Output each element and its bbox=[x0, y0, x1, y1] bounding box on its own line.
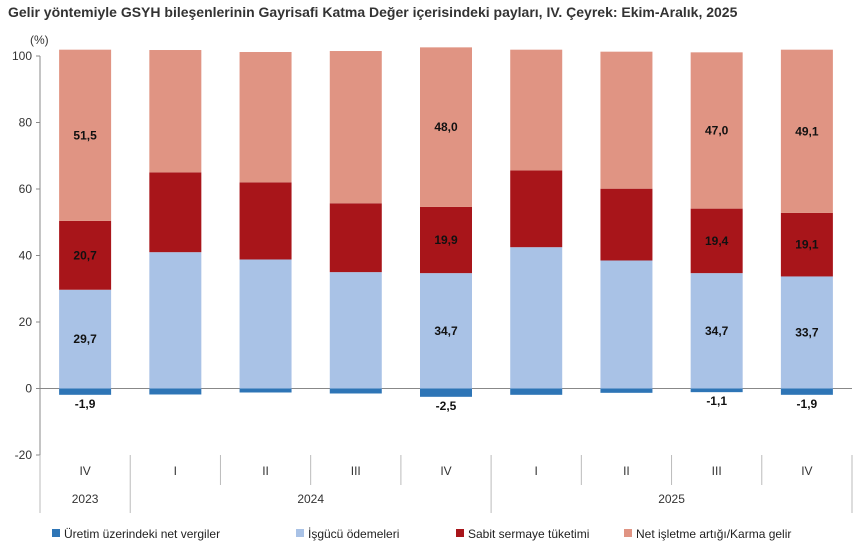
data-label: -1,9 bbox=[75, 397, 96, 411]
bar-segment bbox=[780, 49, 833, 213]
legend-swatch bbox=[624, 529, 632, 537]
data-label: 33,7 bbox=[795, 325, 819, 339]
bar-segment bbox=[59, 388, 112, 395]
bar-segment bbox=[149, 172, 202, 253]
bar-segment bbox=[690, 388, 743, 393]
bar-segment bbox=[329, 51, 382, 204]
bar-segment bbox=[329, 203, 382, 273]
bar-segment bbox=[780, 212, 833, 277]
data-label: 19,4 bbox=[705, 234, 729, 248]
bar-segment bbox=[420, 206, 472, 274]
y-tick-label: 100 bbox=[12, 49, 32, 63]
bar-segment bbox=[600, 260, 653, 389]
year-group-label: 2025 bbox=[658, 492, 685, 506]
bar-segment bbox=[149, 50, 202, 173]
bar-segment bbox=[59, 49, 112, 221]
legend-swatch bbox=[296, 529, 304, 537]
data-label: 20,7 bbox=[73, 248, 97, 262]
bar-segment bbox=[149, 388, 202, 395]
data-label: 29,7 bbox=[73, 332, 97, 346]
bar-segment bbox=[690, 273, 743, 389]
data-label: 19,9 bbox=[434, 233, 458, 247]
data-label: -1,9 bbox=[797, 397, 818, 411]
bar-segment bbox=[59, 220, 112, 290]
category-label: II bbox=[262, 464, 269, 478]
chart-title: Gelir yöntemiyle GSYH bileşenlerinin Gay… bbox=[8, 4, 738, 20]
data-label: -1,1 bbox=[706, 394, 727, 408]
legend-label: İşgücü ödemeleri bbox=[308, 527, 399, 541]
category-label: IV bbox=[79, 464, 90, 478]
category-label: IV bbox=[801, 464, 812, 478]
bar-segment bbox=[780, 388, 833, 395]
y-axis-unit-label: (%) bbox=[30, 33, 49, 47]
bars bbox=[59, 47, 833, 397]
year-group-label: 2024 bbox=[297, 492, 324, 506]
legend-label: Üretim üzerindeki net vergiler bbox=[64, 527, 220, 541]
data-label: 51,5 bbox=[73, 128, 97, 142]
y-tick-label: 0 bbox=[25, 382, 32, 396]
bar-segment bbox=[510, 247, 563, 389]
y-tick-label: -20 bbox=[15, 448, 33, 462]
legend-swatch bbox=[52, 529, 60, 537]
y-tick-label: 20 bbox=[19, 315, 33, 329]
data-labels: -1,9 29,7 20,7 51,5 -2,5 34,7 19,9 48,0 -1,1 34,7… bbox=[73, 120, 818, 413]
bar-segment bbox=[239, 52, 292, 183]
bar-segment bbox=[420, 273, 472, 389]
bar-segment bbox=[600, 388, 653, 393]
bar-segment bbox=[690, 208, 743, 274]
bar-segment bbox=[600, 51, 653, 189]
bar-segment bbox=[149, 252, 202, 389]
bar-segment bbox=[600, 188, 653, 261]
data-label: -2,5 bbox=[436, 399, 457, 413]
bar-segment bbox=[510, 170, 563, 248]
bar-segment bbox=[239, 388, 292, 393]
y-tick-label: 40 bbox=[19, 249, 33, 263]
data-label: 34,7 bbox=[705, 324, 729, 338]
category-label: I bbox=[535, 464, 538, 478]
category-label: III bbox=[351, 464, 361, 478]
data-label: 48,0 bbox=[434, 120, 458, 134]
bar-segment bbox=[420, 47, 472, 207]
legend: Üretim üzerindeki net vergiler İşgücü öde… bbox=[52, 527, 791, 541]
bar-segment bbox=[420, 388, 472, 397]
year-group-label: 2023 bbox=[72, 492, 99, 506]
y-tick-label: 60 bbox=[19, 182, 33, 196]
y-tick-label: 80 bbox=[19, 116, 33, 130]
bar-segment bbox=[510, 388, 563, 395]
data-label: 34,7 bbox=[434, 324, 458, 338]
category-label: I bbox=[174, 464, 177, 478]
data-label: 49,1 bbox=[795, 124, 819, 138]
category-label: II bbox=[623, 464, 630, 478]
legend-label: Sabit sermaye tüketimi bbox=[468, 527, 589, 541]
data-label: 19,1 bbox=[795, 238, 819, 252]
category-label: III bbox=[712, 464, 722, 478]
category-label: IV bbox=[440, 464, 451, 478]
bar-segment bbox=[329, 388, 382, 394]
bar-segment bbox=[690, 52, 743, 209]
bar-segment bbox=[239, 259, 292, 389]
legend-label: Net işletme artığı/Karma gelir bbox=[636, 527, 791, 541]
legend-swatch bbox=[456, 529, 464, 537]
bar-segment bbox=[59, 289, 112, 389]
bar-segment bbox=[780, 276, 833, 389]
data-label: 47,0 bbox=[705, 123, 729, 137]
bar-segment bbox=[239, 182, 292, 260]
bar-segment bbox=[329, 272, 382, 389]
bar-segment bbox=[510, 49, 563, 171]
